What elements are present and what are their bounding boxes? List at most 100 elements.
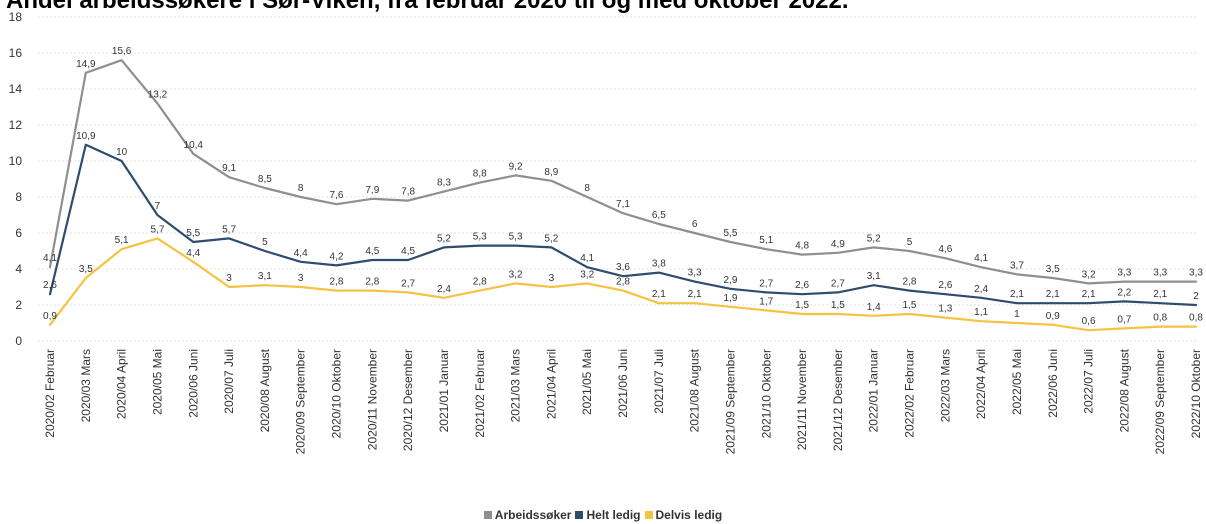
- data-point: [155, 236, 159, 240]
- data-label: 3,5: [79, 264, 93, 275]
- data-label: 14,9: [76, 59, 96, 70]
- data-label: 2,4: [974, 284, 988, 295]
- x-tick-label: 2021/01 Januar: [437, 349, 451, 432]
- data-point: [84, 143, 88, 147]
- x-tick-label: 2021/12 Desember: [831, 349, 845, 451]
- data-label: 4,4: [294, 248, 308, 259]
- y-axis: 024681012141618: [9, 10, 23, 348]
- data-label: 7,9: [365, 185, 379, 196]
- data-label: 1,4: [867, 302, 881, 313]
- x-tick-label: 2022/06 Juni: [1046, 349, 1060, 418]
- data-point: [1015, 321, 1019, 325]
- x-tick-label: 2022/08 August: [1117, 348, 1131, 432]
- x-tick-label: 2020/07 Juli: [222, 349, 236, 414]
- series-lines: [48, 58, 1198, 332]
- data-label: 8,3: [437, 178, 451, 189]
- data-point: [1051, 276, 1055, 280]
- data-label: 1,5: [795, 300, 809, 311]
- data-label: 2,8: [330, 277, 344, 288]
- data-point: [263, 283, 267, 287]
- data-label: 2,7: [401, 278, 415, 289]
- data-label: 2,1: [1153, 289, 1167, 300]
- data-point: [1158, 301, 1162, 305]
- data-label: 0,8: [1153, 313, 1167, 324]
- data-label: 8,5: [258, 174, 272, 185]
- data-point: [728, 287, 732, 291]
- data-label: 5,5: [723, 228, 737, 239]
- data-point: [585, 195, 589, 199]
- data-point: [979, 296, 983, 300]
- data-label: 3,2: [509, 269, 523, 280]
- data-point: [227, 175, 231, 179]
- data-point: [48, 323, 52, 327]
- x-tick-label: 2021/06 Juni: [616, 349, 630, 418]
- y-tick-label: 6: [15, 226, 22, 240]
- data-point: [1087, 328, 1091, 332]
- x-tick-label: 2021/02 Februar: [473, 349, 487, 438]
- data-label: 1,5: [831, 300, 845, 311]
- data-label: 8: [298, 183, 304, 194]
- data-label: 3,3: [688, 268, 702, 279]
- data-label: 5,2: [437, 233, 451, 244]
- data-label: 0,8: [1189, 313, 1203, 324]
- data-point: [800, 312, 804, 316]
- data-point: [191, 152, 195, 156]
- data-point: [335, 202, 339, 206]
- data-label: 2,2: [1117, 287, 1131, 298]
- data-labels: 4,114,915,613,210,49,18,587,6 7,9 7,88,38,…: [43, 46, 1203, 327]
- data-label: 2,7: [831, 278, 845, 289]
- x-tick-label: 2020/05 Mai: [150, 349, 164, 415]
- data-point: [263, 186, 267, 190]
- legend-item[interactable]: Helt ledig: [575, 508, 640, 522]
- x-tick-label: 2021/10 Oktober: [759, 349, 773, 438]
- legend-swatch: [575, 511, 583, 519]
- x-tick-label: 2021/05 Mai: [580, 349, 594, 415]
- y-tick-label: 14: [9, 82, 23, 96]
- data-point: [585, 281, 589, 285]
- legend-item[interactable]: Delvis ledig: [645, 508, 723, 522]
- data-label: 5,2: [544, 233, 558, 244]
- data-point: [908, 289, 912, 293]
- data-point: [836, 290, 840, 294]
- data-point: [764, 308, 768, 312]
- data-label: 3,1: [867, 271, 881, 282]
- data-point: [693, 280, 697, 284]
- data-point: [191, 240, 195, 244]
- data-point: [263, 249, 267, 253]
- data-point: [84, 71, 88, 75]
- data-point: [120, 247, 124, 251]
- data-label: 9,1: [222, 163, 236, 174]
- data-label: 0,7: [1117, 314, 1131, 325]
- data-label: 4,1: [43, 253, 57, 264]
- data-point: [1122, 280, 1126, 284]
- data-label: 1,9: [723, 293, 737, 304]
- data-label: 3,3: [1153, 268, 1167, 279]
- x-tick-label: 2020/12 Desember: [401, 349, 415, 451]
- legend-swatch: [645, 511, 653, 519]
- data-point: [1122, 299, 1126, 303]
- data-point: [979, 319, 983, 323]
- legend-item[interactable]: Arbeidssøker: [484, 508, 572, 522]
- data-label: 4,2: [330, 251, 344, 262]
- data-label: 1,3: [938, 304, 952, 315]
- x-tick-label: 2022/09 September: [1153, 349, 1167, 454]
- data-label: 10,9: [76, 131, 96, 142]
- data-point: [657, 271, 661, 275]
- data-point: [478, 289, 482, 293]
- data-point: [943, 316, 947, 320]
- data-label: 6,5: [652, 210, 666, 221]
- legend: Arbeidssøker Helt ledig Delvis ledig: [0, 508, 1206, 522]
- y-tick-label: 12: [9, 118, 23, 132]
- x-tick-label: 2022/05 Mai: [1010, 349, 1024, 415]
- data-point: [370, 197, 374, 201]
- data-label: 5: [907, 237, 913, 248]
- data-label: 3: [226, 273, 232, 284]
- data-label: 2,1: [652, 289, 666, 300]
- data-point: [1087, 301, 1091, 305]
- data-point: [1158, 280, 1162, 284]
- data-point: [1194, 280, 1198, 284]
- data-point: [800, 253, 804, 257]
- data-point: [872, 245, 876, 249]
- data-label: 5,7: [150, 224, 164, 235]
